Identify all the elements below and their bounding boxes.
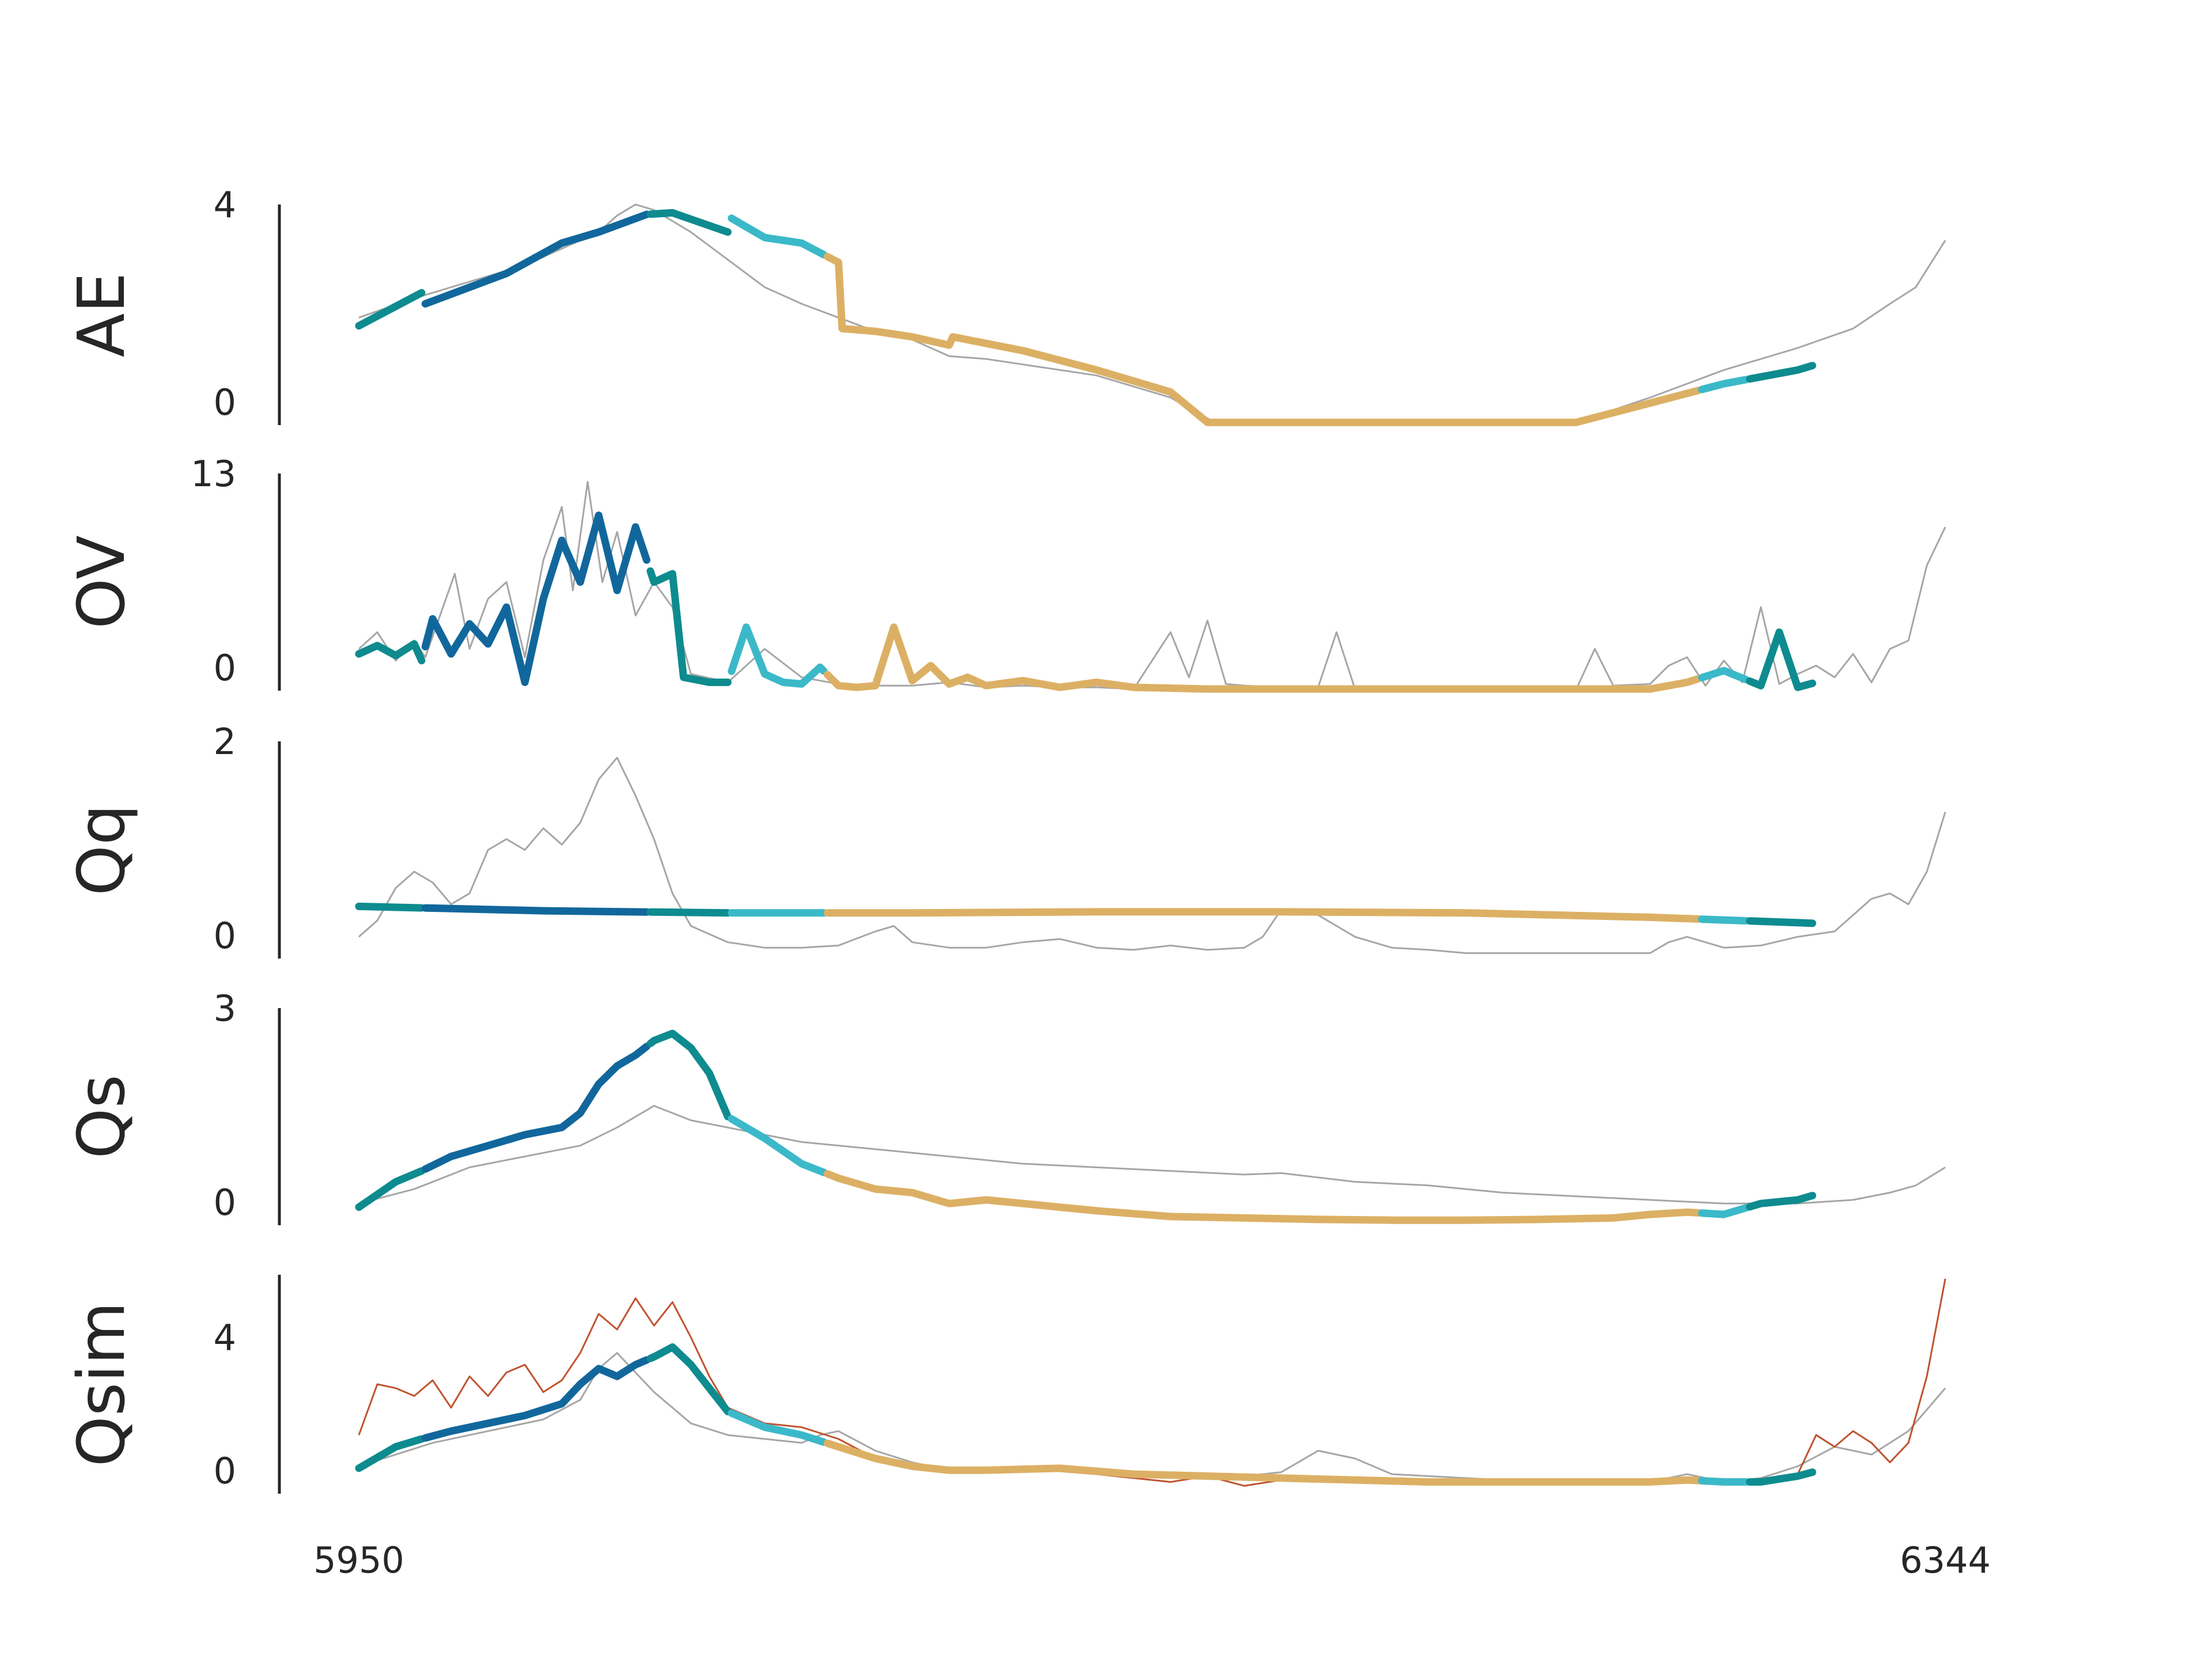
y-axis-label-qs: Qs	[65, 1074, 139, 1159]
main-line-qsim-segment-6	[1746, 1468, 1816, 1486]
main-line-ov-segment-5	[1698, 666, 1750, 684]
main-line-ae-segment-6	[1746, 362, 1816, 383]
y-tick-label-qsim-low: 0	[214, 1450, 236, 1492]
main-line-ov-segment-2	[646, 567, 732, 686]
main-line-ae-segment-0	[355, 289, 426, 330]
y-axis-label-ov: OV	[65, 535, 139, 629]
main-line-ae-segment-4	[823, 253, 1702, 426]
main-line-qs-segment-4	[823, 1170, 1702, 1224]
main-line-ae-segment-2	[646, 209, 732, 236]
y-tick-label-qsim-high: 4	[214, 1317, 236, 1359]
y-tick-label-qs-high: 3	[214, 987, 236, 1029]
main-line-ov-segment-1	[421, 512, 651, 686]
y-tick-label-ae-high: 4	[214, 184, 236, 226]
y-tick-label-ov-high: 13	[191, 453, 236, 495]
x-axis: 5950 6344	[313, 1539, 1991, 1581]
main-line-qs-segment-1	[421, 1043, 651, 1173]
simulated-line-qsim	[358, 1278, 1946, 1487]
main-line-qs-segment-6	[1746, 1192, 1816, 1211]
main-line-ov-segment-6	[1746, 628, 1816, 691]
main-line-qs-segment-0	[355, 1167, 426, 1211]
main-line-qq-segment-4	[823, 908, 1702, 923]
main-line-qsim-segment-2	[646, 1343, 732, 1415]
main-line-qsim-segment-5	[1698, 1477, 1750, 1486]
main-line-ov-segment-0	[355, 640, 426, 665]
main-line-ov-segment-3	[728, 623, 828, 688]
main-line-qq-segment-2	[646, 908, 732, 917]
y-axis-label-qsim: Qsim	[65, 1302, 139, 1467]
y-tick-label-qs-low: 0	[214, 1181, 236, 1224]
panels-layer: 0 4 AE 0 13 OV 0 2 Qq 0 3 Qs 0 4 Qsim	[65, 184, 1946, 1494]
main-line-qs-segment-2	[646, 1029, 732, 1120]
main-line-qq-segment-1	[421, 904, 651, 916]
main-line-ae-segment-3	[728, 214, 828, 259]
main-line-ae-segment-1	[421, 210, 651, 308]
panel-qsim: 0 4 Qsim	[65, 1275, 1946, 1494]
main-line-qs-segment-5	[1698, 1204, 1750, 1218]
y-tick-label-ae-low: 0	[214, 381, 236, 423]
y-axis-label-ae: AE	[65, 272, 139, 357]
reference-line-qq	[358, 756, 1946, 955]
panel-qs: 0 3 Qs	[65, 987, 1946, 1225]
reference-line-qs	[358, 1105, 1946, 1205]
panel-qq: 0 2 Qq	[65, 721, 1946, 959]
y-axis-label-qq: Qq	[65, 804, 139, 896]
y-tick-label-ov-low: 0	[214, 647, 236, 689]
main-line-qsim-segment-1	[421, 1356, 651, 1442]
y-tick-label-qq-low: 0	[214, 915, 236, 957]
panel-ov: 0 13 OV	[65, 453, 1946, 693]
x-tick-label-end: 6344	[1900, 1539, 1991, 1581]
main-line-ov-segment-4	[823, 623, 1702, 693]
panel-ae: 0 4 AE	[65, 184, 1946, 426]
main-line-qs-segment-3	[728, 1115, 828, 1176]
y-tick-label-qq-high: 2	[214, 721, 236, 763]
main-line-qq-segment-6	[1746, 917, 1816, 927]
main-line-qq-segment-5	[1698, 915, 1750, 925]
x-tick-label-start: 5950	[313, 1539, 404, 1581]
main-line-ae-segment-5	[1698, 376, 1750, 393]
main-line-qsim-segment-4	[823, 1440, 1702, 1486]
main-line-qsim-segment-3	[728, 1409, 828, 1446]
main-line-qq-segment-0	[355, 903, 426, 912]
main-line-qsim-segment-0	[355, 1435, 426, 1472]
